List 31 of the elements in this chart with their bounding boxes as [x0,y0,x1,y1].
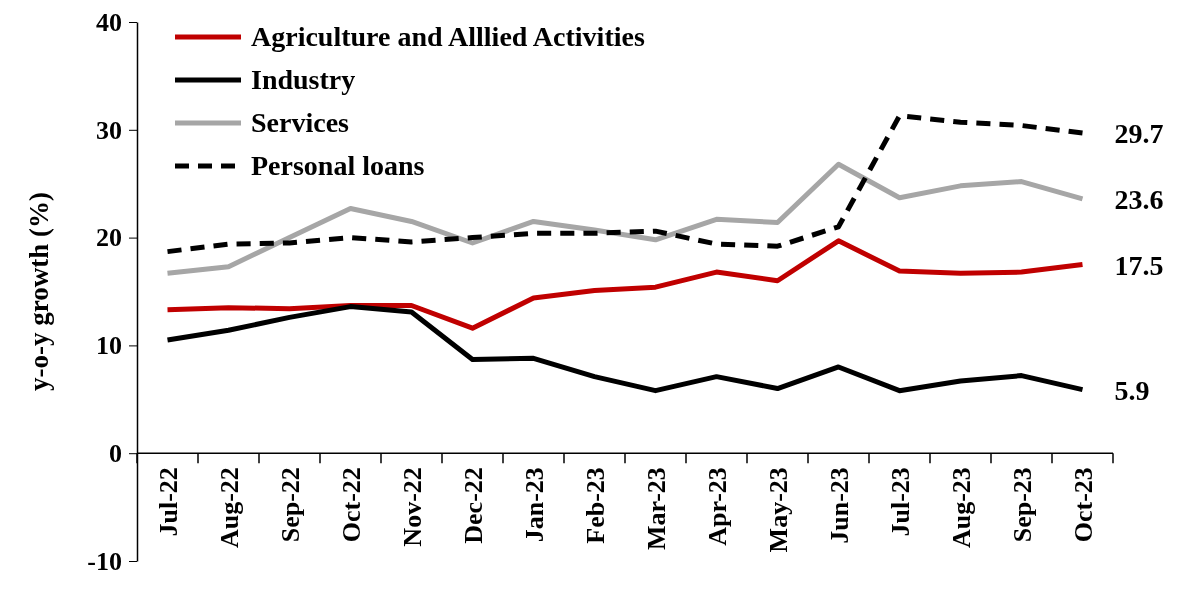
x-tick-label: Aug-22 [214,467,244,549]
x-tick-label: Dec-22 [458,467,488,544]
legend-label: Agriculture and Alllied Activities [251,21,645,52]
x-tick-label: May-23 [763,467,793,553]
y-axis-title: y-o-y growth (%) [24,192,54,391]
data-label: 23.6 [1114,183,1164,215]
y-tick-label: 10 [96,331,122,361]
x-tick-label: Sep-22 [275,467,305,543]
x-tick-label: Oct-22 [336,467,366,543]
x-tick-label: Jul-22 [153,467,183,537]
x-tick-label: Sep-23 [1007,467,1037,543]
x-tick-label: Feb-23 [580,467,610,544]
x-tick-label: Jan-23 [519,467,549,543]
y-tick-label: 20 [96,223,122,253]
y-tick-label: 40 [96,7,122,37]
x-tick-label: Apr-23 [702,467,732,546]
legend-label: Personal loans [251,150,425,181]
y-tick-label: 0 [109,439,122,469]
x-tick-label: Jul-23 [885,467,915,537]
x-tick-label: Aug-23 [946,467,976,549]
data-label: 5.9 [1114,374,1150,406]
x-tick-label: Nov-22 [397,467,427,547]
y-tick-label: -10 [87,546,122,576]
data-label: 17.5 [1114,249,1164,281]
x-tick-label: Jun-23 [824,467,854,544]
data-label: 29.7 [1114,118,1164,150]
x-tick-label: Mar-23 [641,467,671,550]
y-tick-label: 30 [96,115,122,145]
x-tick-label: Oct-23 [1068,467,1098,543]
legend-label: Services [251,107,350,138]
legend-label: Industry [251,64,356,95]
